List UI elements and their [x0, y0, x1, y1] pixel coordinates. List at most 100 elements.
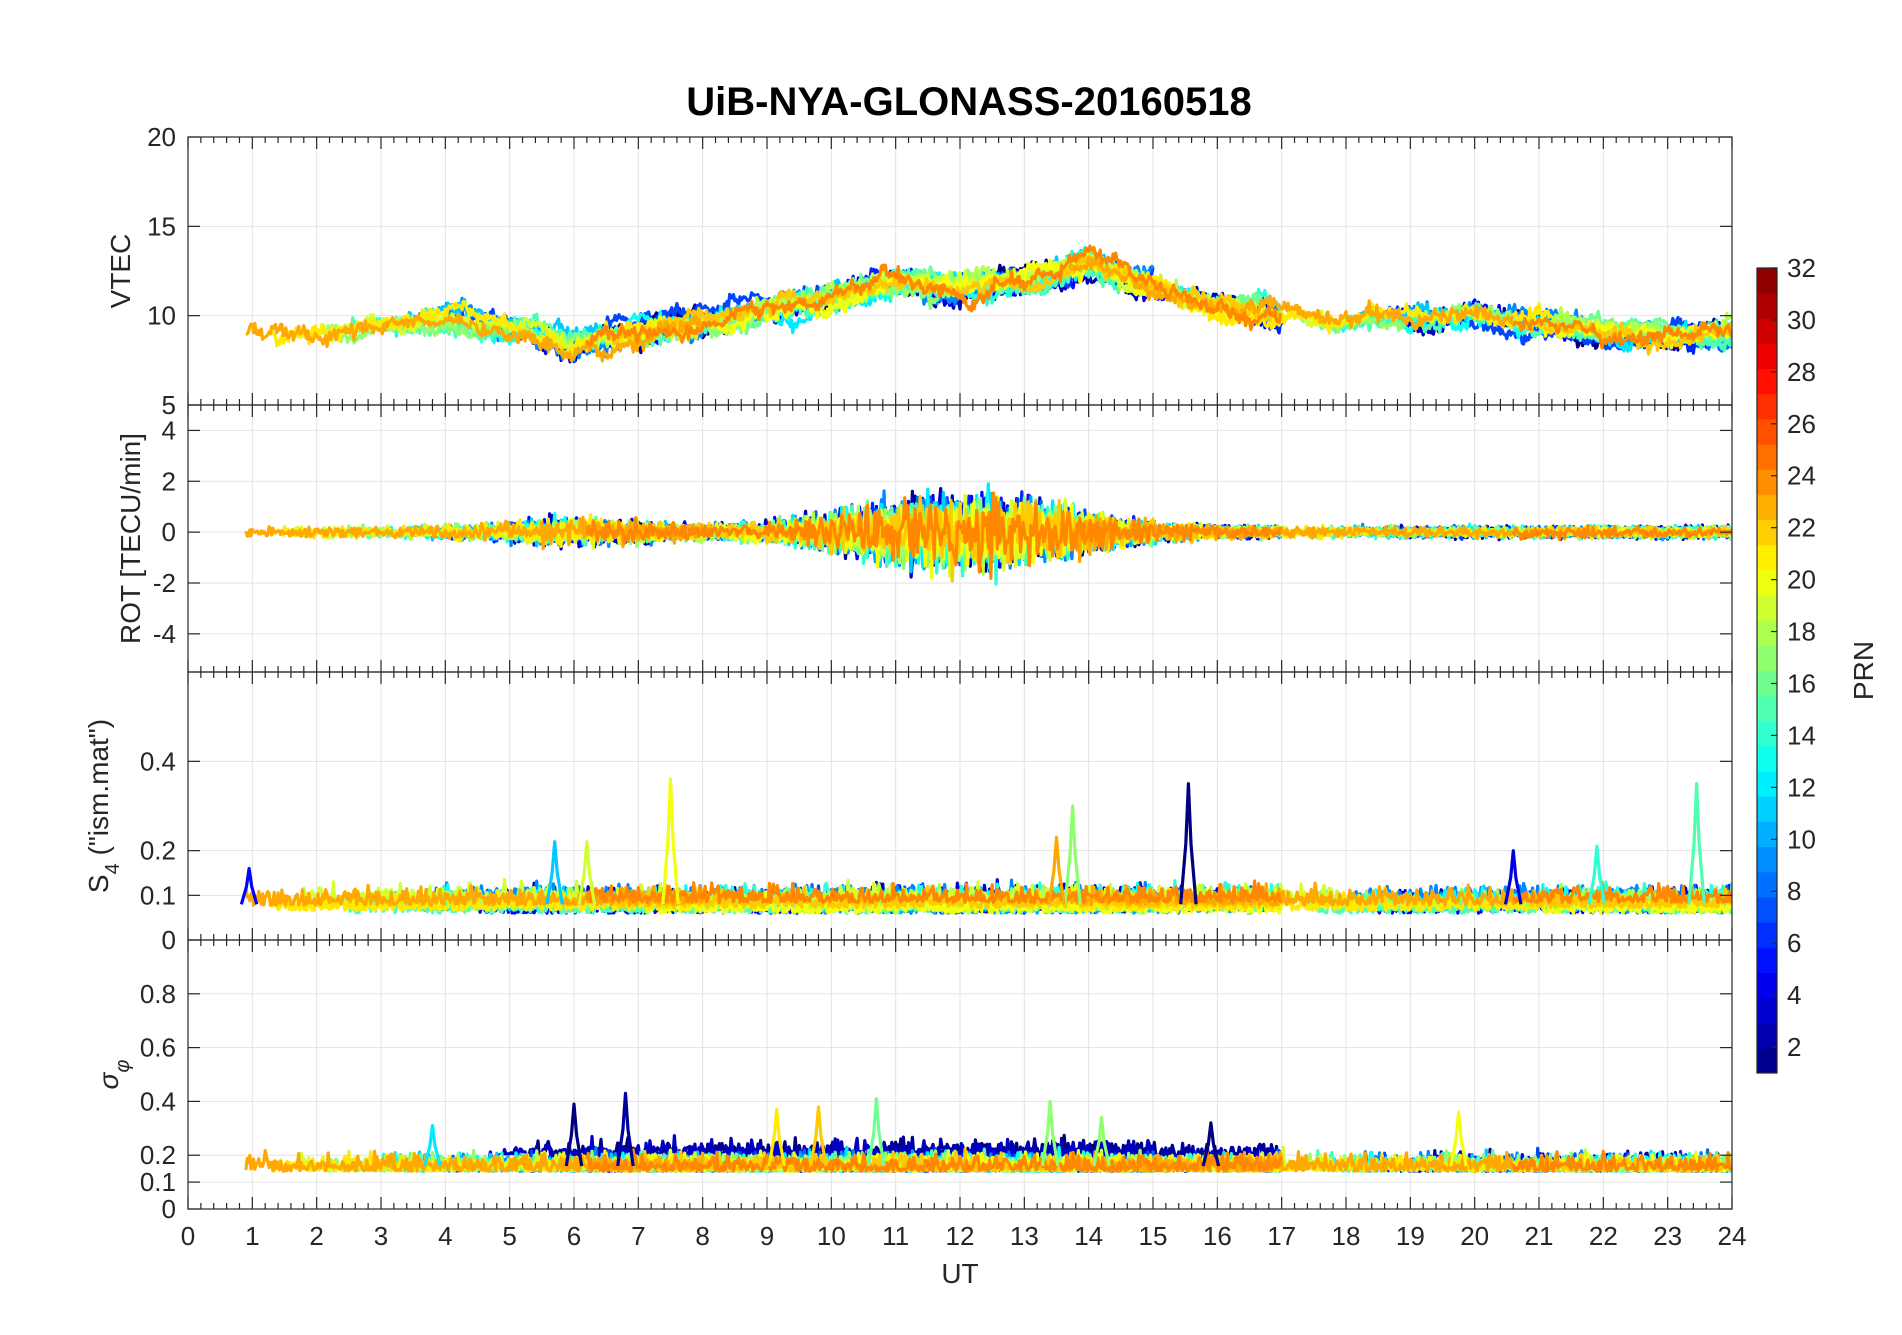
colorbar-segment — [1757, 368, 1777, 395]
x-tick-label: 1 — [245, 1221, 259, 1251]
x-tick-label: 10 — [817, 1221, 846, 1251]
colorbar-segment — [1757, 1022, 1777, 1049]
sigma-peak — [423, 1124, 442, 1167]
chart-title: UiB-NYA-GLONASS-20160518 — [686, 80, 1251, 124]
x-tick-label: 17 — [1267, 1221, 1296, 1251]
sigma-y-tick-label: 0.2 — [140, 1140, 176, 1170]
vtec-series-prn-24 — [1511, 316, 1732, 350]
colorbar-segment — [1757, 745, 1777, 772]
colorbar-segment — [1757, 896, 1777, 923]
colorbar-segment — [1757, 796, 1777, 822]
colorbar-label: PRN — [1848, 641, 1879, 700]
s4-ticks — [187, 672, 1733, 941]
colorbar-segment — [1757, 293, 1777, 319]
x-axis-label: UT — [941, 1258, 978, 1289]
vtec-y-label: VTEC — [105, 234, 136, 309]
x-tick-label: 22 — [1589, 1221, 1618, 1251]
rot-series-prn-24 — [1511, 524, 1732, 542]
colorbar-segment — [1757, 871, 1777, 898]
x-tick-label: 2 — [309, 1221, 323, 1251]
s4-series-group — [239, 777, 1732, 915]
colorbar-segment — [1757, 444, 1777, 470]
colorbar-segment — [1757, 997, 1777, 1024]
sigma-ticks — [187, 940, 1733, 1210]
rot-y-tick-label: 4 — [162, 415, 176, 445]
sigma-peak — [867, 1097, 886, 1167]
sigma-y-tick-label: 0.4 — [140, 1086, 176, 1116]
x-tick-label: 14 — [1074, 1221, 1103, 1251]
s4-y-tick-label: 0.4 — [140, 746, 176, 776]
colorbar-segment — [1757, 519, 1777, 546]
x-tick-label: 21 — [1525, 1221, 1554, 1251]
x-tick-label: 9 — [760, 1221, 774, 1251]
colorbar-segment — [1757, 544, 1777, 571]
x-tick-label: 20 — [1460, 1221, 1489, 1251]
sigma-series-group — [244, 1091, 1732, 1173]
sigma-peak — [1201, 1121, 1221, 1167]
colorbar-tick-label: 26 — [1787, 409, 1816, 439]
colorbar-segment — [1757, 620, 1777, 646]
colorbar-segment — [1757, 695, 1777, 722]
colorbar-tick-label: 10 — [1787, 824, 1816, 854]
sigma-y-tick-label: 0.1 — [140, 1167, 176, 1197]
sigma-series-prn-23 — [1067, 1150, 1515, 1173]
colorbar-segment — [1757, 771, 1777, 797]
s4-series-prn-22 — [1524, 887, 1732, 910]
sigma-y-tick-label: 0.6 — [140, 1033, 176, 1063]
colorbar-tick-label: 30 — [1787, 305, 1816, 335]
x-tick-label: 12 — [946, 1221, 975, 1251]
colorbar-tick-label: 28 — [1787, 357, 1816, 387]
colorbar-tick-label: 22 — [1787, 513, 1816, 543]
colorbar-tick-label: 12 — [1787, 772, 1816, 802]
sigma-peak — [809, 1105, 828, 1167]
s4-peak — [1047, 835, 1066, 905]
colorbar-segment — [1757, 972, 1777, 999]
rot-series-prn-23 — [244, 515, 705, 551]
rot-y-label: ROT [TECU/min] — [115, 433, 146, 644]
s4-peak — [1503, 849, 1523, 905]
s4-peak — [545, 840, 564, 905]
s4-y-tick-label: 0.1 — [140, 880, 176, 910]
x-tick-label: 13 — [1010, 1221, 1039, 1251]
x-tick-label: 24 — [1718, 1221, 1747, 1251]
x-tick-label: 5 — [502, 1221, 516, 1251]
vtec-ticks — [187, 136, 1733, 406]
sigma-peak — [616, 1091, 635, 1167]
s4-peak — [661, 777, 680, 905]
colorbar-tick-label: 32 — [1787, 253, 1816, 283]
vtec-y-tick-label: 15 — [147, 211, 176, 241]
panel-vtec: 5 10 15 20 VTEC — [105, 122, 1733, 420]
colorbar-segment — [1757, 318, 1777, 344]
colorbar-tick-label: 2 — [1787, 1032, 1801, 1062]
sigma-peak — [1092, 1115, 1111, 1167]
vtec-series-prn-24 — [585, 244, 1282, 347]
x-tick-label: 4 — [438, 1221, 452, 1251]
s4-y-tick-label: 0 — [162, 925, 176, 955]
colorbar-segment — [1757, 469, 1777, 495]
colorbar-tick-label: 18 — [1787, 617, 1816, 647]
panel-s4: 00.10.20.4S4 ("ism.mat") — [83, 671, 1733, 955]
sigma-y-tick-label: 0.8 — [140, 979, 176, 1009]
panel-rot: -4 -2 0 2 4 ROT [TECU/min] — [115, 404, 1733, 673]
colorbar-segment — [1757, 947, 1777, 973]
colorbar-segment — [1757, 343, 1777, 370]
s4-peak — [1687, 782, 1706, 905]
sigma-peak — [767, 1107, 786, 1167]
x-tick-label: 7 — [631, 1221, 645, 1251]
rot-ticks — [187, 405, 1733, 672]
sigma-series-prn-24 — [585, 1148, 1284, 1173]
colorbar-tick-label: 6 — [1787, 928, 1801, 958]
s4-series-prn-24 — [1513, 880, 1732, 904]
rot-y-tick-label: -4 — [153, 619, 176, 649]
x-tick-label: 15 — [1139, 1221, 1168, 1251]
sigma-peak — [1040, 1099, 1060, 1167]
sigma-series-prn-24 — [1511, 1149, 1732, 1173]
colorbar-segment — [1757, 720, 1777, 747]
rot-series-prn-24 — [585, 491, 1282, 580]
s4-series-prn-21 — [1080, 886, 1553, 913]
colorbar-segment — [1757, 922, 1777, 948]
colorbar-segment — [1757, 821, 1777, 848]
